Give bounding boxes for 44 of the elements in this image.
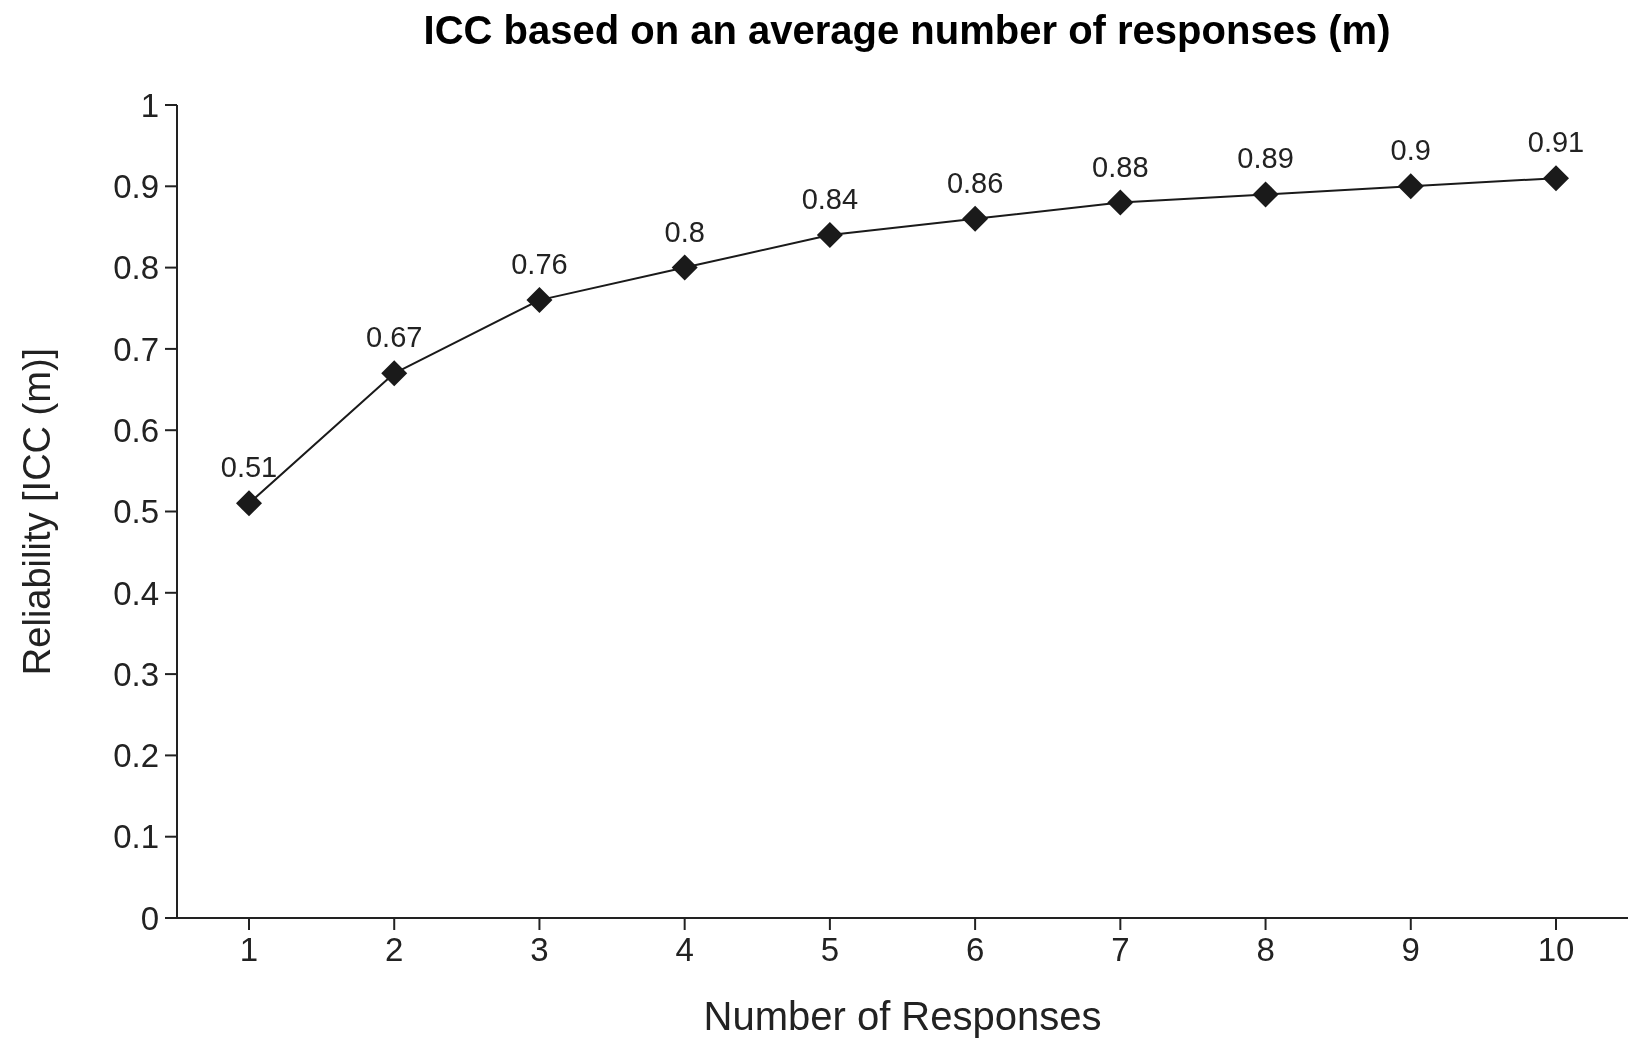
data-label: 0.67 bbox=[366, 321, 423, 354]
y-tick-label: 0.8 bbox=[113, 249, 159, 287]
point bbox=[962, 205, 989, 232]
y-tick-label: 0.2 bbox=[113, 737, 159, 775]
x-tick-label: 8 bbox=[1256, 931, 1275, 969]
point bbox=[381, 360, 408, 387]
y-tick-label: 0.4 bbox=[113, 574, 159, 612]
x-tick-label: 2 bbox=[385, 931, 404, 969]
x-tick-label: 9 bbox=[1401, 931, 1420, 969]
point bbox=[1543, 165, 1569, 192]
point bbox=[236, 490, 262, 517]
y-tick-label: 0.6 bbox=[113, 411, 159, 449]
y-tick-label: 0.5 bbox=[113, 493, 159, 531]
x-tick-label: 3 bbox=[530, 931, 549, 969]
y-tick-label: 0 bbox=[140, 899, 159, 937]
x-axis-title: Number of Responses bbox=[703, 994, 1102, 1038]
y-tick-label: 0.9 bbox=[113, 168, 159, 206]
y-tick-label: 1 bbox=[140, 86, 159, 124]
x-tick-label: 1 bbox=[239, 931, 259, 969]
point bbox=[1397, 173, 1424, 200]
y-tick-label: 0.3 bbox=[113, 655, 159, 693]
point bbox=[816, 222, 843, 249]
point bbox=[526, 287, 553, 314]
y-tick-label: 0.7 bbox=[113, 330, 159, 368]
data-label: 0.76 bbox=[511, 248, 568, 281]
x-tick-label: 10 bbox=[1537, 931, 1575, 969]
x-tick-label: 4 bbox=[675, 931, 694, 969]
y-tick-label: 0.1 bbox=[113, 818, 159, 856]
x-tick-label: 7 bbox=[1111, 931, 1130, 969]
y-axis-title: Reliability [ICC (m)] bbox=[16, 347, 59, 676]
data-label: 0.88 bbox=[1092, 150, 1149, 183]
chart-title: ICC based on an average number of responses (m) bbox=[422, 8, 1392, 53]
data-label: 0.8 bbox=[664, 215, 705, 248]
point bbox=[1107, 189, 1134, 216]
data-label: 0.9 bbox=[1390, 134, 1431, 167]
data-label: 0.89 bbox=[1237, 142, 1294, 175]
data-label: 0.84 bbox=[801, 183, 859, 216]
point bbox=[1252, 181, 1279, 208]
point bbox=[671, 254, 698, 281]
x-tick-label: 6 bbox=[965, 931, 985, 969]
data-label: 0.91 bbox=[1527, 126, 1585, 159]
data-label: 0.51 bbox=[220, 451, 278, 484]
data-label: 0.86 bbox=[946, 166, 1004, 199]
x-tick-label: 5 bbox=[820, 931, 840, 969]
